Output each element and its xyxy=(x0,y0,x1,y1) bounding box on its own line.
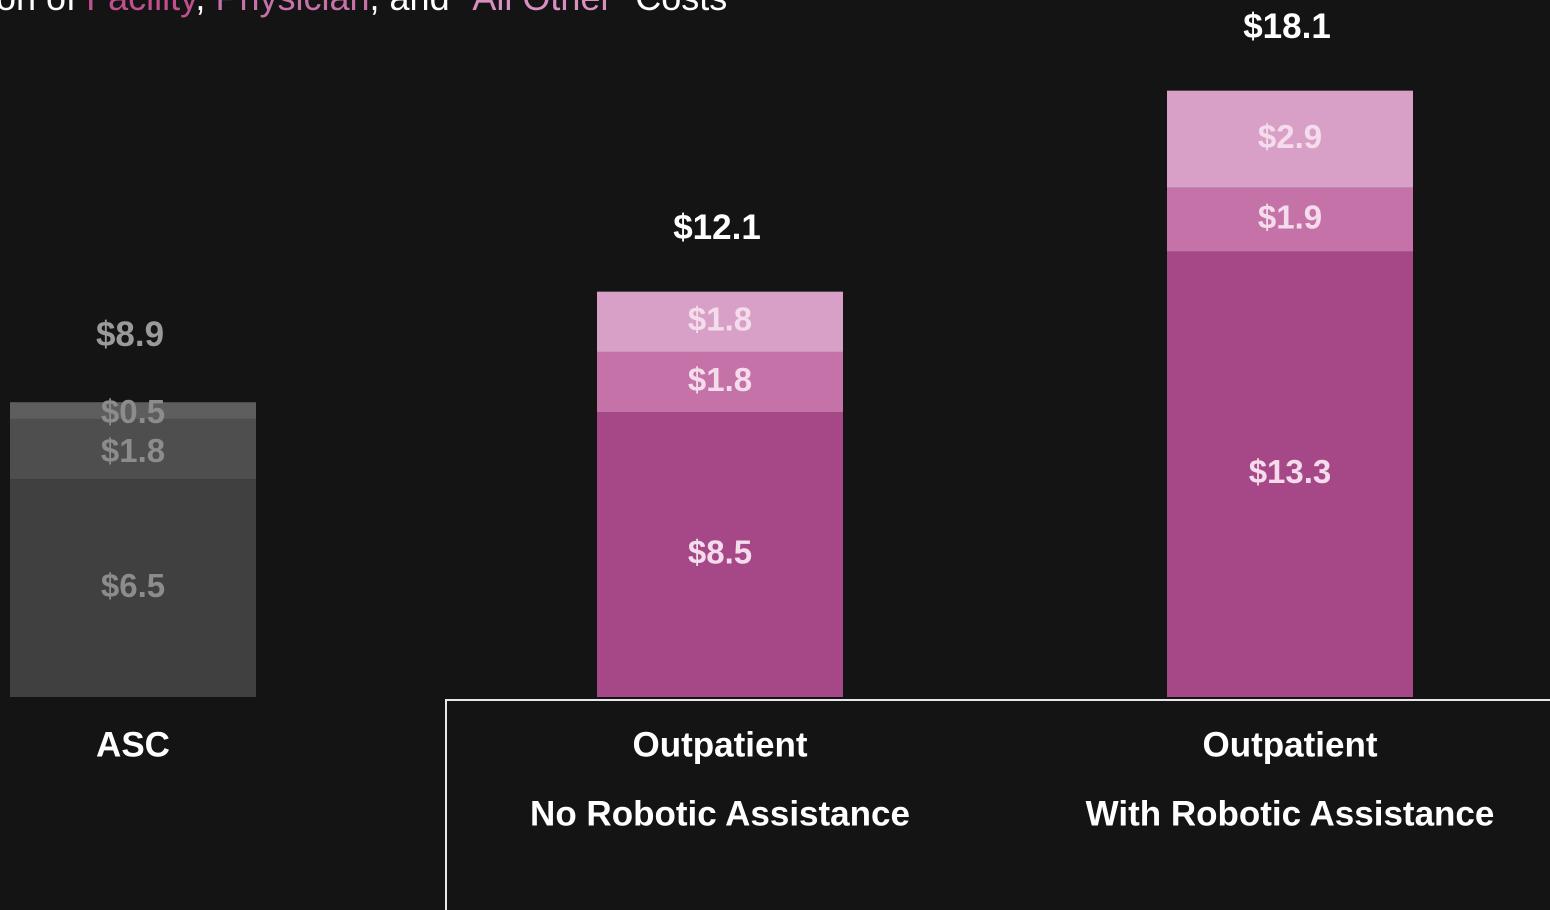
bar-segment xyxy=(10,479,256,697)
category-label: No Robotic Assistance xyxy=(530,794,910,833)
category-label: With Robotic Assistance xyxy=(1086,794,1495,833)
segment-label: $1.8 xyxy=(101,432,165,469)
segment-label: $0.5 xyxy=(101,393,165,430)
segment-label: $13.3 xyxy=(1249,453,1332,490)
title-series: Facility xyxy=(86,0,198,18)
total-label: $12.1 xyxy=(673,208,761,247)
bar-segment xyxy=(597,351,843,413)
segment-label: $8.5 xyxy=(688,533,752,570)
bar-segment xyxy=(597,291,843,352)
title-series: All Other xyxy=(472,0,612,18)
title-part: , xyxy=(195,0,215,18)
bar-segment xyxy=(597,412,843,697)
bar-segment xyxy=(10,402,256,419)
segment-label: $1.9 xyxy=(1258,198,1322,235)
segment-label: $1.8 xyxy=(688,301,752,338)
bar-segment xyxy=(1167,251,1413,697)
category-label: ASC xyxy=(96,725,170,764)
title-series: Physician xyxy=(215,0,369,18)
bar-segment xyxy=(1167,187,1413,252)
segment-label: $6.5 xyxy=(101,567,165,604)
category-label: Outpatient xyxy=(633,725,808,764)
frame-box xyxy=(445,699,1550,910)
title-part: , and " xyxy=(370,0,473,18)
category-label: Outpatient xyxy=(1203,725,1378,764)
segment-label: $1.8 xyxy=(688,361,752,398)
total-label: $18.1 xyxy=(1243,7,1331,46)
total-label: $8.9 xyxy=(96,315,164,354)
chart-title: on of Facility, Physician, and "All Othe… xyxy=(0,0,727,18)
bar-segment xyxy=(1167,90,1413,188)
segment-label: $2.9 xyxy=(1258,118,1322,155)
title-part: on of xyxy=(0,0,86,18)
bar-segment xyxy=(10,418,256,480)
title-part: " Costs xyxy=(612,0,727,18)
